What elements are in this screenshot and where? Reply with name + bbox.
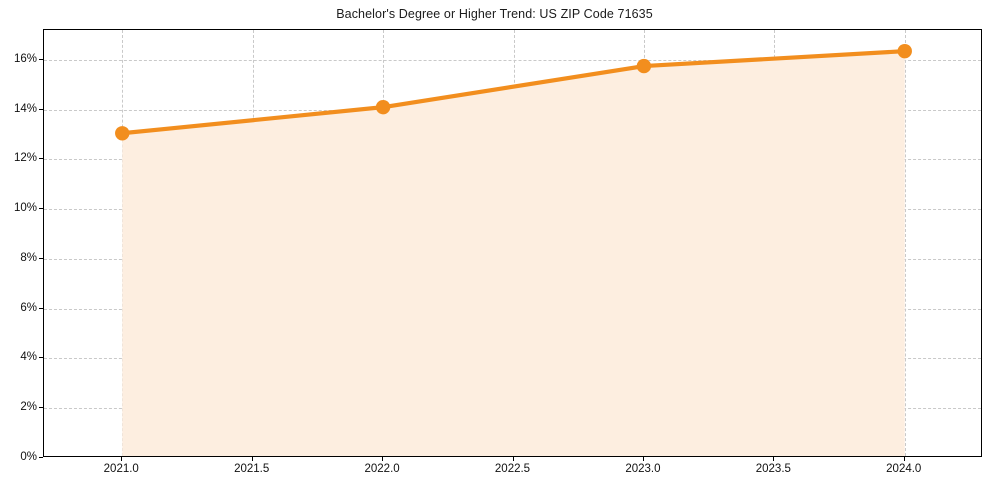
x-axis-tick-label: 2021.0 xyxy=(103,463,139,475)
data-point-marker xyxy=(636,58,652,74)
gridline-horizontal xyxy=(44,59,981,61)
y-axis-tick-label: 12% xyxy=(13,152,37,165)
y-axis-tick-label: 6% xyxy=(20,301,37,314)
y-axis-tick-label: 0% xyxy=(20,451,37,463)
x-axis-tick-mark xyxy=(903,457,905,461)
plot-area xyxy=(43,29,982,457)
x-axis-tick-label: 2022.0 xyxy=(364,463,400,475)
x-axis-tick-mark xyxy=(642,457,644,461)
x-axis-tick-label: 2024.0 xyxy=(886,463,922,475)
data-point-marker xyxy=(897,43,912,59)
chart-title: Bachelor's Degree or Higher Trend: US ZI… xyxy=(336,7,653,21)
y-axis-tick-label: 8% xyxy=(20,251,37,264)
x-axis-tick-mark xyxy=(251,457,253,461)
x-axis-tick-label: 2023.5 xyxy=(755,463,791,475)
x-axis-tick-label: 2023.0 xyxy=(625,463,661,475)
y-axis-tick-label: 4% xyxy=(20,351,37,364)
x-axis-tick-mark xyxy=(121,457,123,461)
y-axis-tick-label: 10% xyxy=(13,202,37,215)
series-layer xyxy=(115,43,912,456)
gridline-vertical xyxy=(904,30,906,456)
data-point-markers xyxy=(115,43,912,141)
data-point-marker xyxy=(115,126,130,141)
y-axis-tick-label: 2% xyxy=(20,401,37,414)
data-point-marker xyxy=(375,99,391,115)
y-axis-tick-label: 14% xyxy=(13,102,37,115)
area-fill xyxy=(122,51,905,456)
x-axis-tick-label: 2022.5 xyxy=(494,463,531,475)
x-axis-tick-mark xyxy=(512,457,514,461)
x-axis-tick-mark xyxy=(382,457,384,461)
x-axis-tick-label: 2021.5 xyxy=(234,463,270,475)
plot-inner xyxy=(44,30,981,456)
y-axis-tick-label: 16% xyxy=(13,52,37,65)
trend-line xyxy=(120,49,907,136)
y-axis-tick-mark xyxy=(39,457,43,458)
x-axis-tick-mark xyxy=(773,457,775,461)
